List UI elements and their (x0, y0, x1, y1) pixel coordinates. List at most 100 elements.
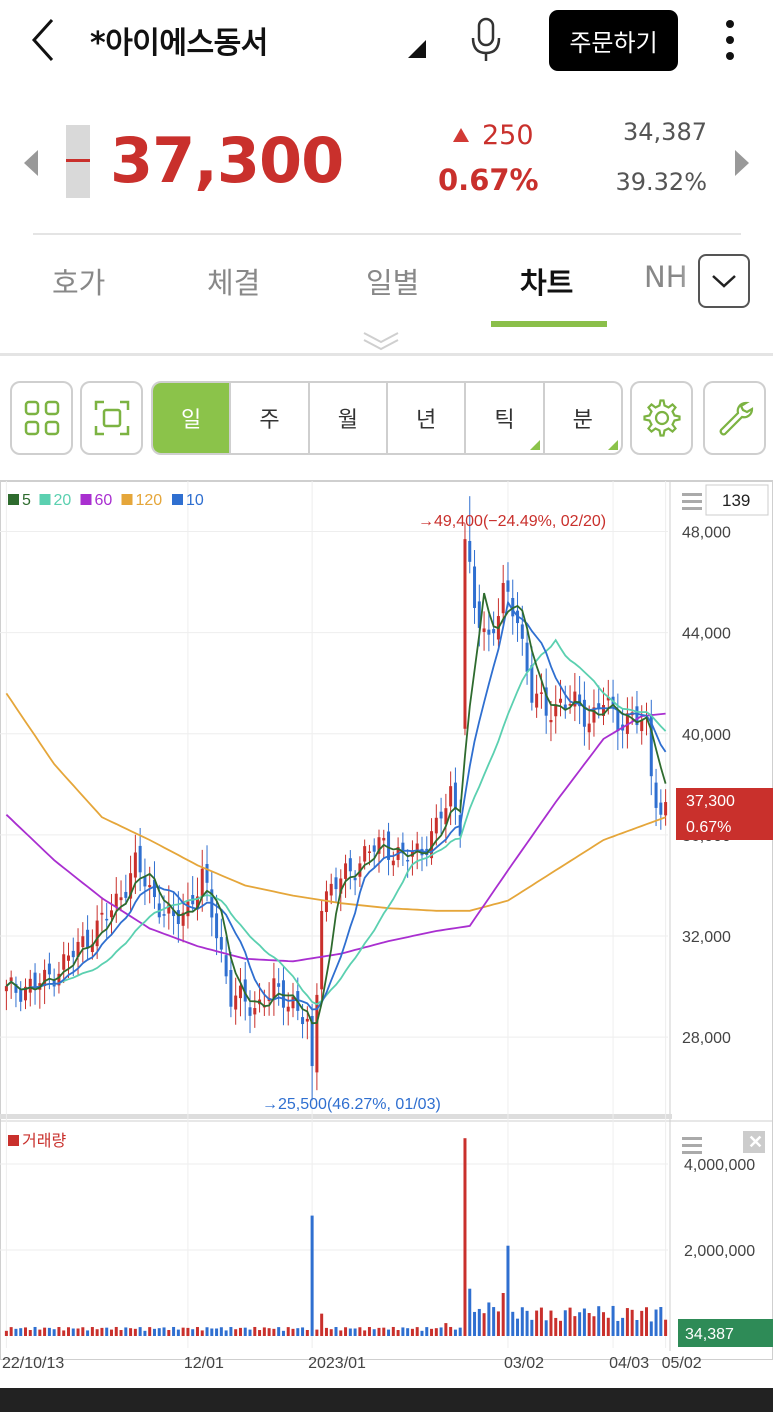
volume-bar (28, 1330, 32, 1336)
chart-settings-button[interactable] (630, 381, 693, 455)
volume-bar (262, 1327, 266, 1336)
volume-bar (606, 1317, 610, 1336)
volume-bar (473, 1311, 477, 1336)
candle-body (109, 910, 113, 918)
tab-expand-button[interactable] (698, 254, 750, 308)
volume-bar (549, 1310, 553, 1336)
volume-bar (305, 1330, 309, 1336)
volume-bar (224, 1330, 228, 1336)
candle-body (43, 969, 47, 987)
candle-body (406, 859, 410, 862)
candlestick-chart[interactable]: 22/10/13 12/01 2023/01 03/02 04/03 05/02 28,00… (0, 481, 773, 1389)
period-minute[interactable]: 분 (545, 383, 621, 453)
volume-bar (19, 1328, 23, 1336)
mic-icon[interactable] (466, 16, 506, 64)
candle-body (181, 912, 185, 926)
volume-bar (119, 1330, 123, 1336)
candle-body (291, 996, 295, 1009)
volume-bar (525, 1310, 529, 1336)
candle-body (578, 694, 582, 707)
volume-bar (143, 1330, 147, 1336)
collapse-chevron-icon[interactable] (360, 330, 402, 352)
candle-body (453, 782, 457, 809)
tab-chart[interactable]: 차트 (520, 266, 574, 300)
volume-bar (152, 1328, 156, 1336)
candle-body (587, 723, 591, 733)
volume-bar (578, 1312, 582, 1336)
volume-bar (434, 1328, 438, 1336)
volume-bar (329, 1329, 333, 1336)
divider (33, 233, 741, 235)
volume-bar (66, 1327, 70, 1336)
candle-body (363, 846, 367, 862)
candle-body (277, 983, 281, 987)
candle-body (14, 983, 18, 993)
volume-bar (444, 1323, 448, 1336)
candle-body (47, 963, 51, 975)
volume-bar (391, 1326, 395, 1336)
period-year[interactable]: 년 (388, 383, 467, 453)
volume-bar (387, 1329, 391, 1336)
volume-bar (640, 1310, 644, 1336)
candle-body (119, 897, 123, 901)
volume-bar (4, 1330, 8, 1336)
volume-bar (602, 1312, 606, 1336)
tab-trades[interactable]: 체결 (207, 266, 261, 300)
tab-hoga[interactable]: 호가 (52, 266, 106, 300)
candle-body (492, 629, 496, 634)
candle-body (195, 896, 199, 910)
menu-icon (682, 507, 702, 510)
period-month[interactable]: 월 (310, 383, 388, 453)
y-tick-label: 28,000 (682, 1030, 731, 1047)
volume-bar (406, 1328, 410, 1336)
order-button[interactable]: 주문하기 (549, 10, 678, 71)
ma10-line (5, 599, 667, 1011)
volume-bar (592, 1316, 596, 1336)
period-week[interactable]: 주 (231, 383, 310, 453)
fullscreen-button[interactable] (80, 381, 143, 455)
candle-body (33, 972, 37, 988)
volume-bar (382, 1327, 386, 1336)
candle-body (501, 582, 505, 614)
volume-bar (377, 1327, 381, 1336)
legend-swatch (8, 494, 19, 505)
candle-body (76, 941, 80, 957)
legend-swatch (121, 494, 133, 505)
candle-body (176, 910, 180, 925)
volume-bar (501, 1293, 505, 1336)
chart-area[interactable]: 22/10/13 12/01 2023/01 03/02 04/03 05/02 28,00… (0, 480, 773, 1388)
volume-bar (181, 1327, 185, 1336)
tools-button[interactable] (703, 381, 766, 455)
volume-bar (324, 1327, 328, 1336)
candle-body (143, 876, 147, 887)
volume-bar (611, 1305, 615, 1336)
menu-icon (682, 1144, 702, 1147)
candle-body (439, 811, 443, 819)
tab-daily[interactable]: 일별 (366, 266, 420, 300)
next-stock-arrow[interactable] (735, 150, 749, 176)
candle-body (372, 845, 376, 852)
more-vertical-icon[interactable] (716, 16, 744, 64)
dropdown-triangle-icon[interactable] (408, 40, 426, 58)
back-icon[interactable] (22, 14, 66, 66)
volume-bar (363, 1330, 367, 1336)
prev-stock-arrow[interactable] (24, 150, 38, 176)
period-tick[interactable]: 틱 (466, 383, 545, 453)
volume-bar (23, 1327, 27, 1336)
candle-body (473, 566, 477, 608)
legend-swatch (172, 494, 183, 505)
candle-body (66, 955, 70, 961)
candle-body (243, 979, 247, 1002)
x-tick-label: 12/01 (184, 1355, 224, 1372)
stock-title[interactable]: *아이에스동서 (90, 26, 268, 61)
candle-body (506, 580, 510, 592)
candle-body (234, 995, 238, 1010)
pane-splitter (0, 1114, 672, 1119)
candle-body (568, 704, 572, 706)
period-day[interactable]: 일 (153, 383, 232, 453)
volume-bar (453, 1329, 457, 1336)
candle-body (559, 698, 563, 703)
y-tick-label: 48,000 (682, 525, 731, 542)
grid-layout-button[interactable] (10, 381, 73, 455)
candle-body (463, 539, 467, 729)
